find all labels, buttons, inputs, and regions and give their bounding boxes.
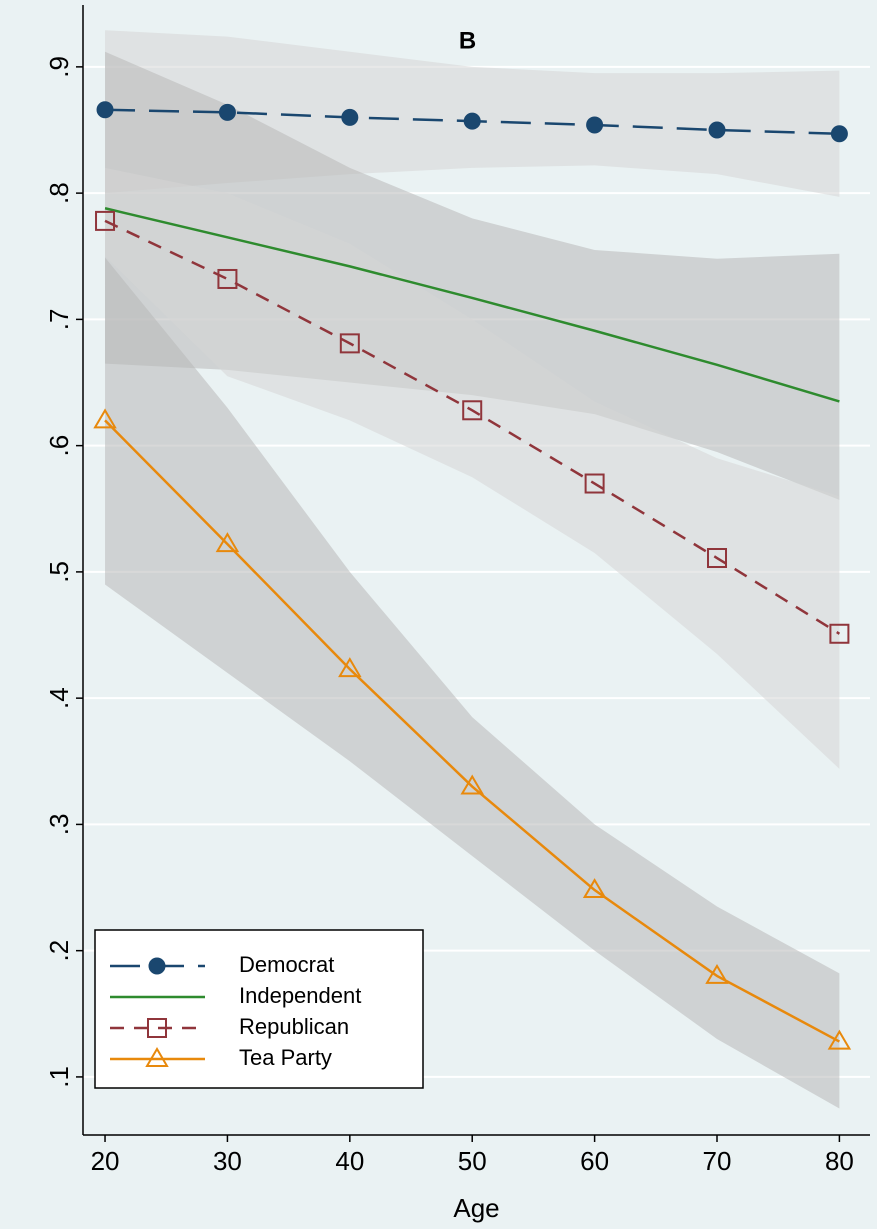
x-tick-label: 70 xyxy=(703,1146,732,1176)
line xyxy=(104,219,841,635)
point xyxy=(339,333,360,354)
point xyxy=(463,112,481,130)
legend-label: Tea Party xyxy=(239,1045,332,1070)
confidence-band xyxy=(105,257,840,1109)
x-axis-label: Age xyxy=(453,1193,499,1223)
legend-marker xyxy=(145,1047,169,1067)
confidence-band xyxy=(105,167,840,769)
point xyxy=(93,408,117,429)
legend-marker xyxy=(148,957,166,975)
point xyxy=(338,657,362,678)
x-tick-label: 30 xyxy=(213,1146,242,1176)
point xyxy=(215,532,240,553)
x-tick-label: 50 xyxy=(458,1146,487,1176)
x-tick-label: 40 xyxy=(335,1146,364,1176)
y-tick-label: .8 xyxy=(44,182,74,204)
x-tick-label: 80 xyxy=(825,1146,854,1176)
point xyxy=(96,101,114,119)
point xyxy=(827,1029,852,1050)
line xyxy=(104,207,840,403)
x-tick-label: 20 xyxy=(91,1146,120,1176)
point xyxy=(584,473,605,494)
legend-marker xyxy=(147,1018,167,1038)
y-tick-label: .4 xyxy=(44,687,74,709)
legend-label: Independent xyxy=(239,983,361,1008)
point xyxy=(460,774,484,795)
y-tick-label: .6 xyxy=(44,435,74,457)
point xyxy=(95,210,116,231)
point xyxy=(708,121,726,139)
y-tick-label: .7 xyxy=(44,309,74,331)
point xyxy=(829,623,850,644)
y-tick-label: .5 xyxy=(44,561,74,583)
point xyxy=(582,878,607,899)
point xyxy=(586,116,604,134)
confidence-band xyxy=(105,51,840,500)
point xyxy=(705,963,729,984)
point xyxy=(217,268,238,289)
y-tick-label: .2 xyxy=(44,940,74,962)
legend-label: Democrat xyxy=(239,952,334,977)
x-tick-label: 60 xyxy=(580,1146,609,1176)
chart-title: B xyxy=(459,27,476,54)
legend-label: Republican xyxy=(239,1014,349,1039)
point xyxy=(462,400,483,421)
y-tick-label: .1 xyxy=(44,1066,74,1088)
y-tick-label: .9 xyxy=(44,56,74,78)
point xyxy=(218,103,236,121)
point xyxy=(830,125,848,143)
line xyxy=(104,419,840,1043)
point xyxy=(341,108,359,126)
point xyxy=(707,548,728,569)
y-tick-label: .3 xyxy=(44,814,74,836)
